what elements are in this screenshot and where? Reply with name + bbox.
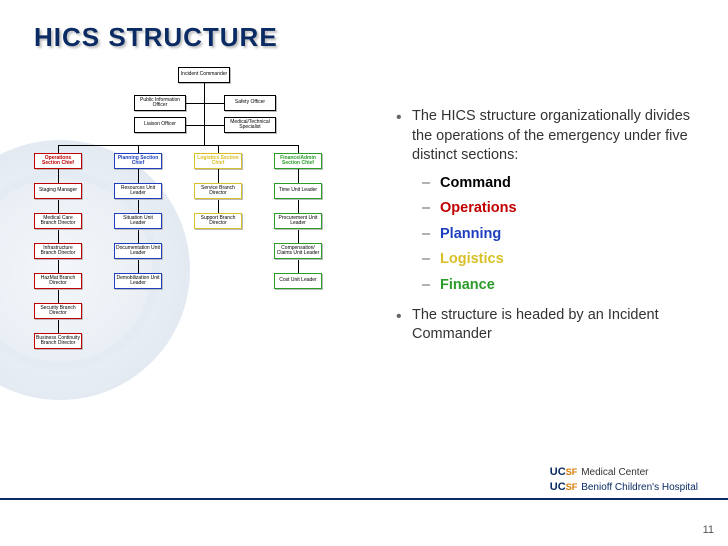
box-item: HazMat Branch Director	[34, 273, 82, 289]
box-item: Time Unit Leader	[274, 183, 322, 199]
bullet-intro: The HICS structure organizationally divi…	[392, 107, 694, 296]
section-finance: Finance	[412, 276, 694, 296]
box-head-logistics: Logistics Section Chief	[194, 153, 242, 169]
box-lo: Liaison Officer	[134, 117, 186, 133]
connector-line	[58, 145, 59, 153]
connector-line	[204, 83, 205, 95]
connector-line	[186, 103, 224, 104]
box-item: Security Branch Director	[34, 303, 82, 319]
box-pio: Public Information Officer	[134, 95, 186, 111]
box-head-operations: Operations Section Chief	[34, 153, 82, 169]
section-logistics: Logistics	[412, 250, 694, 270]
sections-list: Command Operations Planning Logistics Financ…	[412, 174, 694, 296]
section-operations: Operations	[412, 199, 694, 219]
box-item: Compensation/ Claims Unit Leader	[274, 243, 322, 259]
connector-line	[186, 125, 224, 126]
bullet-outro: The structure is headed by an Incident C…	[392, 306, 694, 345]
box-item: Support Branch Director	[194, 213, 242, 229]
connector-line	[218, 145, 219, 153]
box-item: Resources Unit Leader	[114, 183, 162, 199]
box-item: Medical Care Branch Director	[34, 213, 82, 229]
connector-line	[58, 145, 298, 146]
section-planning: Planning	[412, 225, 694, 245]
box-item: Documentation Unit Leader	[114, 243, 162, 259]
box-item: Business Continuity Branch Director	[34, 333, 82, 349]
slide-title: HICS STRUCTURE	[34, 22, 694, 53]
box-item: Procurement Unit Leader	[274, 213, 322, 229]
slide-content: HICS STRUCTURE Incident Commander Public …	[0, 0, 728, 546]
box-item: Situation Unit Leader	[114, 213, 162, 229]
connector-line	[204, 95, 205, 133]
connector-line	[138, 145, 139, 153]
connector-line	[204, 133, 205, 145]
box-item: Infrastructure Branch Director	[34, 243, 82, 259]
box-head-finance/admin: Finance/Admin Section Chief	[274, 153, 322, 169]
box-ic: Incident Commander	[178, 67, 230, 83]
box-item: Service Branch Director	[194, 183, 242, 199]
connector-line	[298, 145, 299, 153]
box-head-planning: Planning Section Chief	[114, 153, 162, 169]
box-item: Cost Unit Leader	[274, 273, 322, 289]
box-item: Staging Manager	[34, 183, 82, 199]
text-panel: The HICS structure organizationally divi…	[392, 67, 694, 437]
org-chart: Incident Commander Public Information Off…	[34, 67, 374, 437]
box-mts: Medical/Technical Specialist	[224, 117, 276, 133]
box-item: Demobilization Unit Leader	[114, 273, 162, 289]
section-command: Command	[412, 174, 694, 194]
org-chart-container: Incident Commander Public Information Off…	[34, 67, 374, 437]
box-so: Safety Officer	[224, 95, 276, 111]
